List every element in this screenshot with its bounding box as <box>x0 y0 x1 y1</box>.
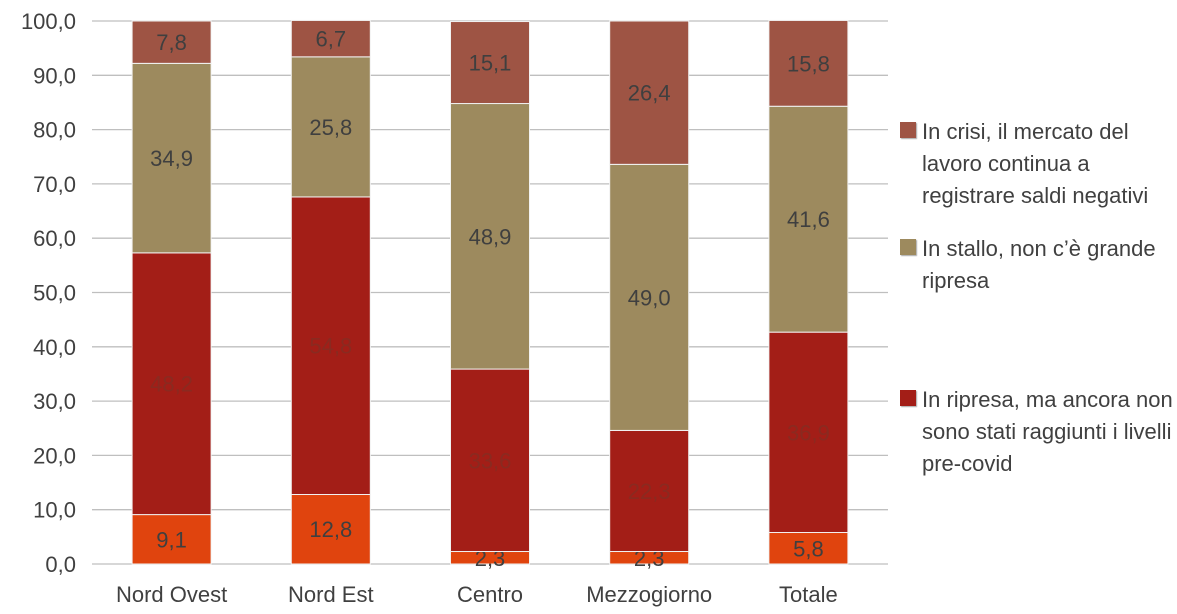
bar-segment <box>768 331 849 534</box>
bar-stack: 2,333,648,915,1 <box>450 21 530 571</box>
data-label: 54,8 <box>309 334 352 359</box>
legend-item-crisi: In crisi, il mercato del lavoro continua… <box>900 116 1177 212</box>
data-label: 15,1 <box>469 51 512 76</box>
y-tick-label: 0,0 <box>45 552 76 577</box>
x-tick-label: Centro <box>457 582 523 607</box>
x-tick-label: Nord Ovest <box>116 582 227 607</box>
data-label: 9,1 <box>156 527 187 552</box>
bar-segment <box>290 196 371 495</box>
y-tick-label: 20,0 <box>33 443 76 468</box>
data-label: 26,4 <box>628 81 671 106</box>
bar-segment <box>450 103 530 370</box>
data-label: 12,8 <box>309 517 352 542</box>
bar-segment <box>290 19 371 58</box>
data-label: 5,8 <box>793 536 824 561</box>
data-label: 49,0 <box>628 285 671 310</box>
data-label: 7,8 <box>156 30 187 55</box>
bar-segment <box>768 532 849 565</box>
x-tick-label: Nord Est <box>288 582 374 607</box>
data-label: 41,6 <box>787 207 830 232</box>
y-tick-label: 50,0 <box>33 281 76 306</box>
legend-label-stallo: In stallo, non c’è grande ripresa <box>922 236 1156 293</box>
y-tick-label: 60,0 <box>33 226 76 251</box>
bar-stack: 5,8 36,9 41,6 15,8 <box>768 19 849 565</box>
legend-label-crisi: In crisi, il mercato del lavoro continua… <box>922 119 1149 208</box>
bar-segment <box>131 20 212 64</box>
bar-stack: 2,322,349,026,4 <box>609 20 690 571</box>
legend-swatch-ripresa <box>900 390 916 406</box>
bar-segment <box>768 105 849 333</box>
data-label: 33,6 <box>469 448 512 473</box>
data-label: 48,9 <box>469 224 512 249</box>
legend-label-ripresa: In ripresa, ma ancora non sono stati rag… <box>922 387 1173 476</box>
data-label: 15,8 <box>787 51 830 76</box>
x-tick-label: Totale <box>779 582 838 607</box>
y-tick-label: 80,0 <box>33 118 76 143</box>
bar-segment <box>609 20 690 165</box>
y-tick-label: 90,0 <box>33 63 76 88</box>
legend-item-stallo: In stallo, non c’è grande ripresa <box>900 233 1177 297</box>
bar-segment <box>450 21 530 105</box>
bar-segment <box>609 429 690 553</box>
bar-stack: 9,1 48,2 34,9 7,8 <box>131 20 212 565</box>
y-tick-label: 30,0 <box>33 389 76 414</box>
y-tick-label: 70,0 <box>33 172 76 197</box>
bar-segment <box>290 56 371 198</box>
data-label: 34,9 <box>150 146 193 171</box>
bar-segment <box>290 493 371 565</box>
data-label: 6,7 <box>316 27 347 52</box>
legend-swatch-crisi <box>900 122 916 138</box>
bar-segment <box>131 514 212 565</box>
data-label: 36,9 <box>787 420 830 445</box>
bar-segment <box>131 62 212 254</box>
y-tick-label: 40,0 <box>33 335 76 360</box>
bar-stack: 12,8 54,8 25,8 6,7 <box>290 19 371 565</box>
y-tick-label: 10,0 <box>33 498 76 523</box>
bar-segment <box>768 19 849 107</box>
y-tick-label: 100,0 <box>21 9 76 34</box>
bars: 9,148,234,97,812,854,825,86,72,333,648,9… <box>131 19 849 571</box>
x-tick-label: Mezzogiorno <box>586 582 712 607</box>
legend-swatch-stallo <box>900 239 916 255</box>
bar-segment <box>131 252 212 516</box>
y-axis: 0,0 10,0 20,0 30,0 40,0 50,0 60,0 70,0 80,0 90,0 1… <box>21 9 76 577</box>
x-axis: Nord Ovest Nord Est Centro Mezzogiorno Total… <box>116 582 838 607</box>
data-label: 25,8 <box>309 115 352 140</box>
legend-item-ripresa: In ripresa, ma ancora non sono stati rag… <box>900 384 1177 480</box>
data-label: 48,2 <box>150 372 193 397</box>
bar-segment <box>450 368 530 553</box>
data-label: 22,3 <box>628 479 671 504</box>
legend: In crisi, il mercato del lavoro continua… <box>900 0 1177 614</box>
